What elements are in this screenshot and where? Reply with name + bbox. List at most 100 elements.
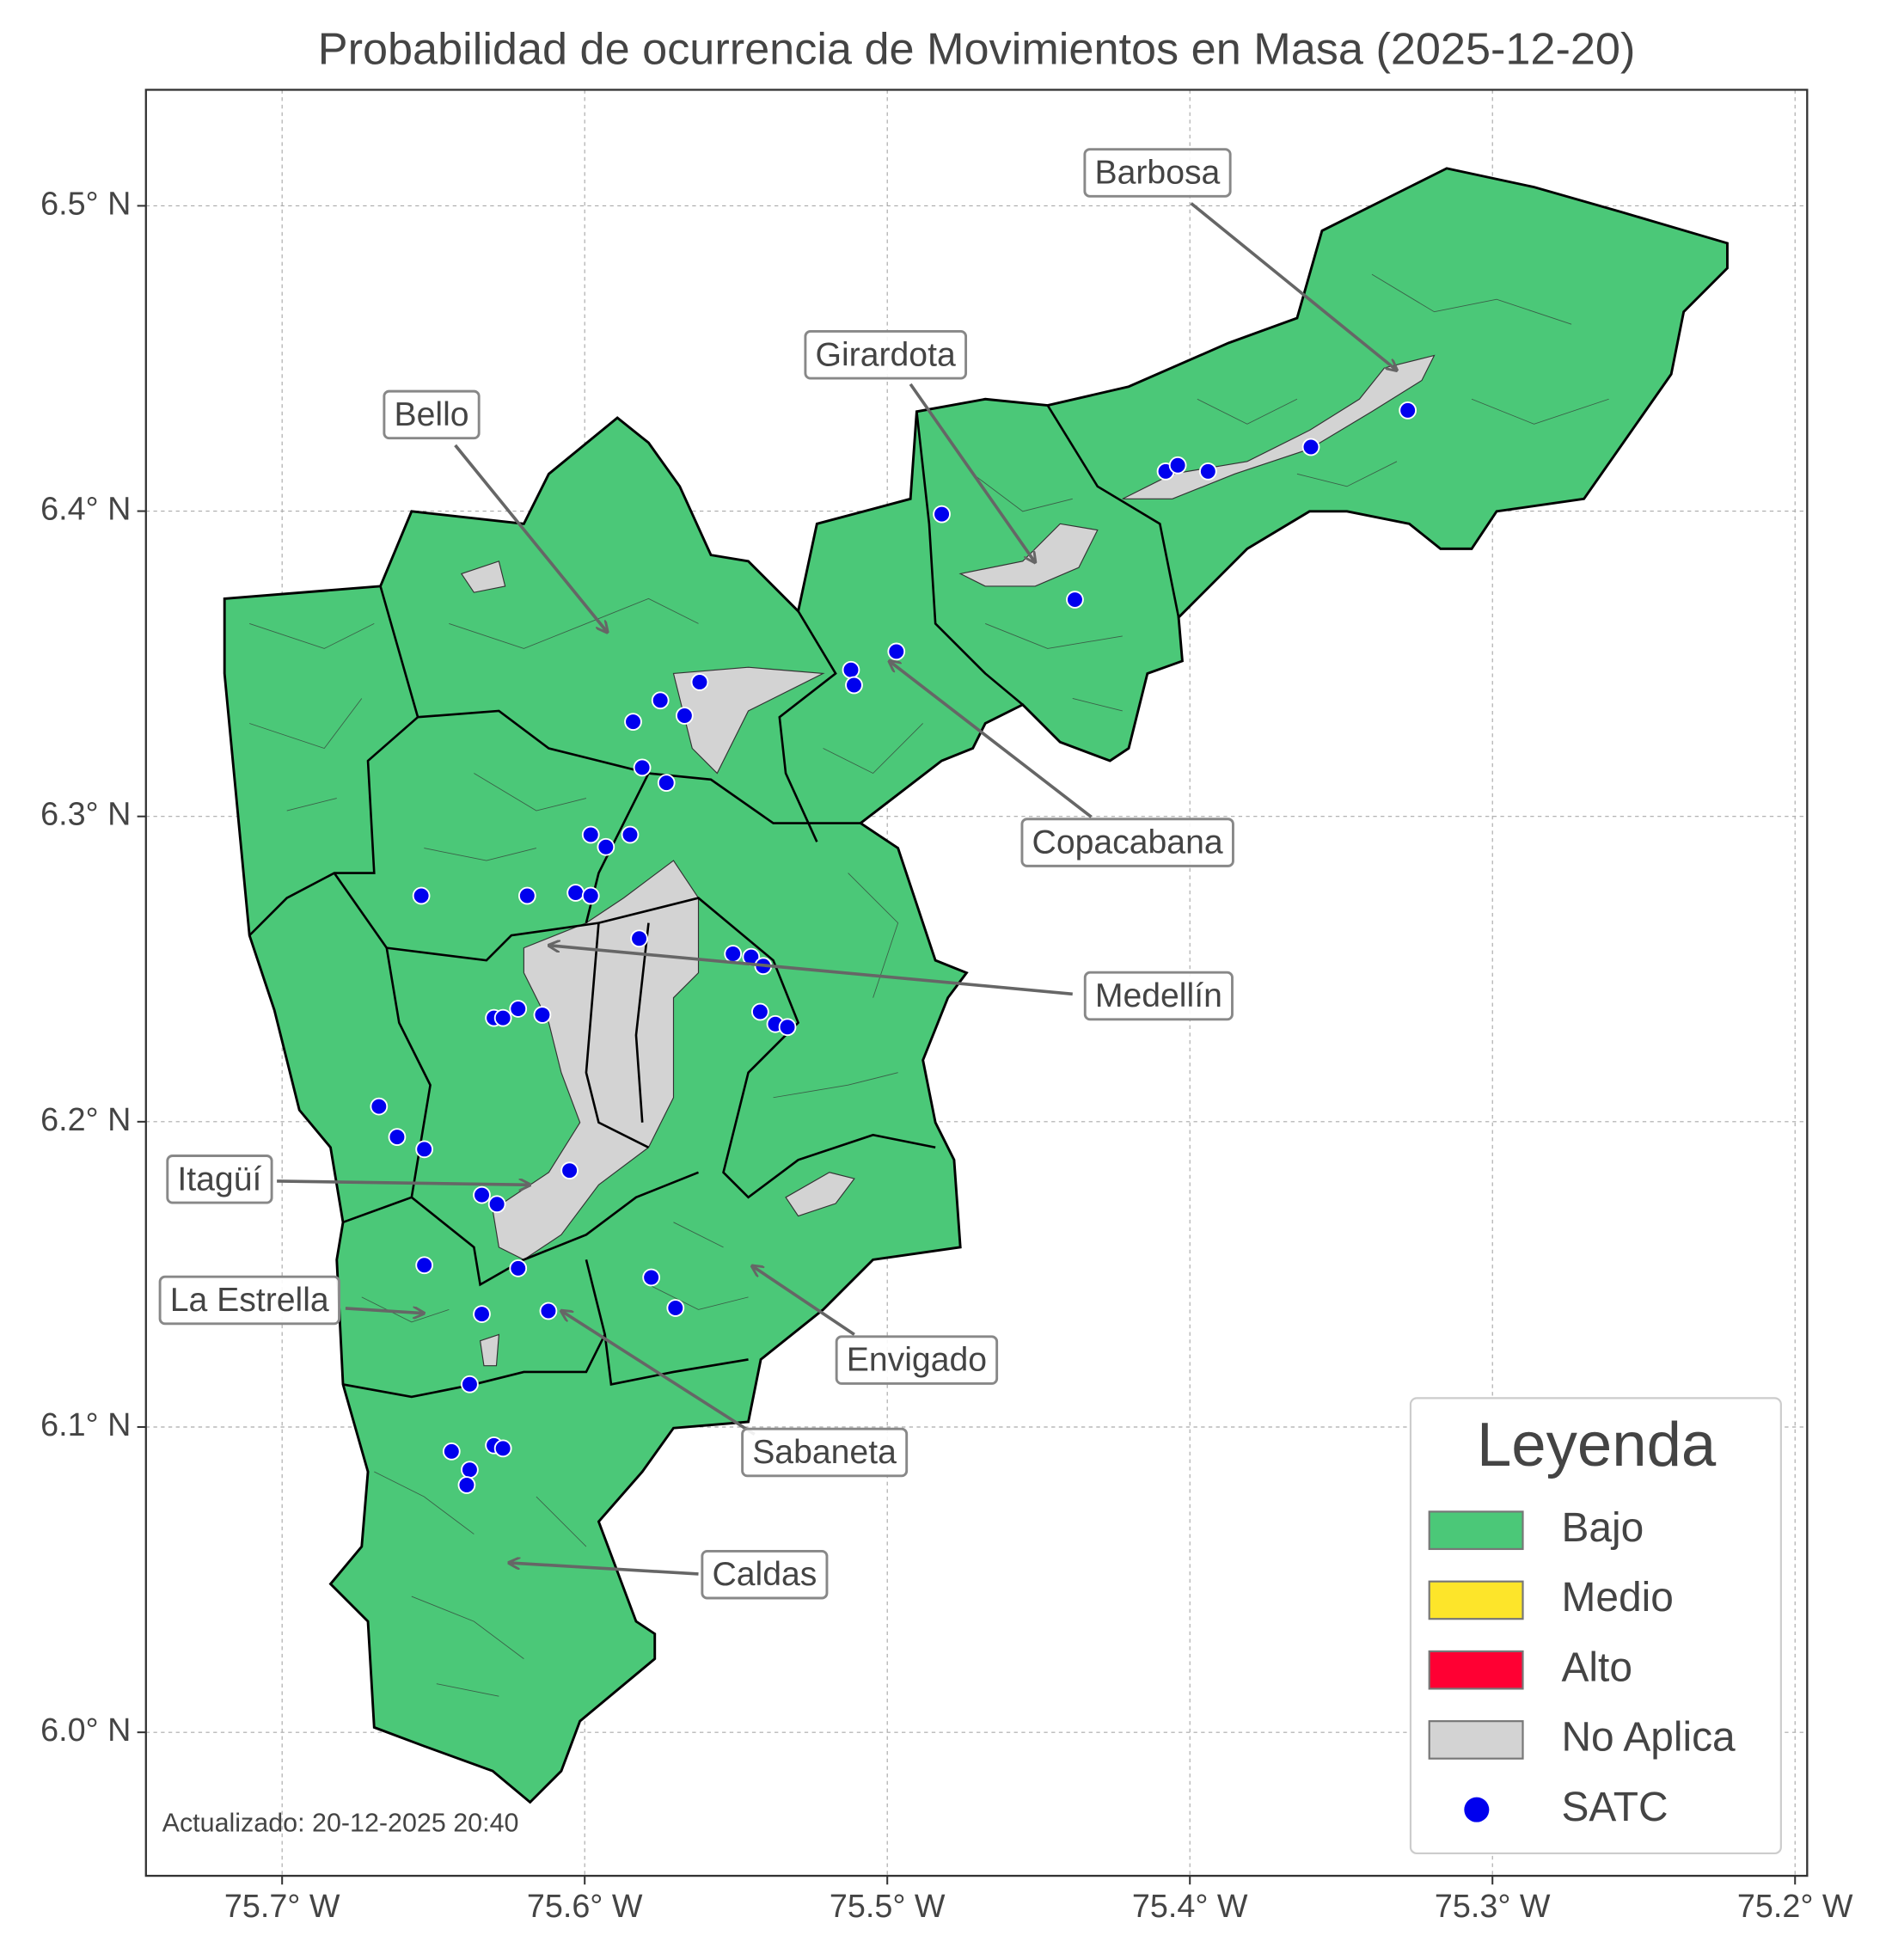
x-tick-label: 75.5° W	[830, 1888, 946, 1924]
legend-title: Leyenda	[1477, 1410, 1717, 1479]
urban-area	[785, 1172, 855, 1217]
satc-point	[690, 673, 709, 691]
x-tick-label: 75.7° W	[224, 1888, 340, 1924]
subdivision	[249, 623, 375, 812]
annotation-arrow	[1190, 202, 1397, 370]
annotation-arrow	[889, 661, 1093, 818]
subdivision	[972, 473, 1123, 712]
satc-point	[473, 1305, 491, 1323]
legend-patch	[1428, 1650, 1524, 1690]
legend-patch	[1428, 1510, 1524, 1551]
annotation-label: Itagüí	[177, 1161, 261, 1197]
satc-point	[630, 929, 648, 948]
satc-point	[1399, 401, 1417, 420]
satc-point	[750, 1002, 769, 1021]
satc-point	[533, 1006, 552, 1024]
annotation-label: Caldas	[712, 1556, 817, 1593]
annotation-arrow	[548, 946, 1073, 996]
annotation-box	[835, 1335, 999, 1385]
annotation-label: Barbosa	[1094, 154, 1220, 191]
satc-point	[415, 1140, 434, 1159]
annotation-label: La Estrella	[170, 1282, 329, 1319]
annotation-box	[1083, 148, 1232, 198]
annotation-label: Sabaneta	[752, 1434, 897, 1471]
map-area	[223, 167, 1729, 1804]
annotation-box	[701, 1549, 829, 1600]
satc-point	[778, 1018, 797, 1037]
satc-point	[621, 825, 640, 844]
satc-point	[415, 1256, 434, 1275]
y-tick-label: 6.2° N	[40, 1101, 131, 1137]
urban-area	[1122, 354, 1436, 499]
annotations: Barbosa Girardota Bello Copacabana Medellín I…	[158, 148, 1397, 1600]
legend: Leyenda Bajo Medio Alto No Aplica SATC	[1409, 1397, 1782, 1855]
axes: 75.7° W 75.6° W 75.5° W 75.4° W 75.3° W 75.2°…	[40, 185, 1853, 1923]
y-tick-label: 6.0° N	[40, 1712, 131, 1748]
subdivisions	[249, 273, 1609, 1697]
satc-point	[581, 825, 600, 844]
x-tick-label: 75.2° W	[1737, 1888, 1853, 1924]
satc-point	[1198, 462, 1217, 481]
satc-point	[845, 676, 863, 695]
y-tick-label: 6.5° N	[40, 185, 131, 221]
satc-point	[509, 1000, 528, 1018]
legend-label: Medio	[1561, 1575, 1673, 1620]
plot-frame	[144, 89, 1809, 1877]
legend-label: Bajo	[1561, 1505, 1644, 1551]
annotation-arrow	[345, 1308, 424, 1314]
satc-point	[370, 1097, 389, 1116]
annotation-arrow	[752, 1266, 855, 1336]
satc-point	[675, 707, 694, 725]
subdivision	[424, 597, 699, 861]
satc-point	[724, 945, 743, 963]
annotation-arrow	[277, 1181, 530, 1185]
satc-point	[493, 1439, 512, 1458]
annotation-box	[383, 389, 481, 440]
legend-label: Alto	[1561, 1645, 1632, 1690]
map-title: Probabilidad de ocurrencia de Movimiento…	[318, 25, 1636, 75]
satc-point	[597, 837, 615, 856]
satc-point	[566, 884, 585, 902]
satc-point	[842, 660, 860, 679]
satc-point	[509, 1259, 528, 1277]
satc-point	[642, 1268, 661, 1287]
annotation-arrow	[454, 444, 608, 633]
satc-point	[473, 1185, 491, 1204]
satc-point	[933, 505, 951, 524]
border	[410, 1171, 699, 1287]
satc-point	[493, 1008, 512, 1027]
urban-area	[479, 1333, 500, 1367]
x-tick-label: 75.6° W	[527, 1888, 643, 1924]
border	[778, 610, 837, 842]
legend-label: No Aplica	[1561, 1715, 1736, 1761]
urban-area	[492, 860, 700, 1261]
legend-label: SATC	[1561, 1785, 1668, 1830]
subdivision	[773, 723, 923, 1099]
border	[915, 411, 1024, 706]
satc-point	[457, 1476, 476, 1494]
legend-marker	[1464, 1797, 1490, 1822]
satc-point	[517, 886, 536, 905]
annotation-arrow	[509, 1563, 699, 1576]
annotation-box	[166, 1155, 273, 1204]
annotation-box	[1020, 818, 1234, 867]
satc-point	[666, 1299, 685, 1317]
annotation-box	[804, 330, 968, 380]
border	[417, 709, 861, 824]
satc-point	[633, 758, 652, 777]
satc-point	[1066, 591, 1084, 609]
satc-point	[442, 1442, 461, 1461]
urban-area	[672, 666, 825, 775]
satc-point	[624, 713, 642, 731]
satc-point	[657, 774, 676, 793]
annotation-box	[158, 1275, 340, 1326]
satc-point	[539, 1302, 558, 1320]
annotation-arrow	[909, 383, 1035, 562]
urban-area	[460, 560, 506, 593]
legend-patch	[1428, 1580, 1524, 1620]
annotation-label: Copacabana	[1032, 824, 1223, 861]
legend-patch	[1428, 1720, 1524, 1760]
satc-point	[412, 886, 431, 905]
